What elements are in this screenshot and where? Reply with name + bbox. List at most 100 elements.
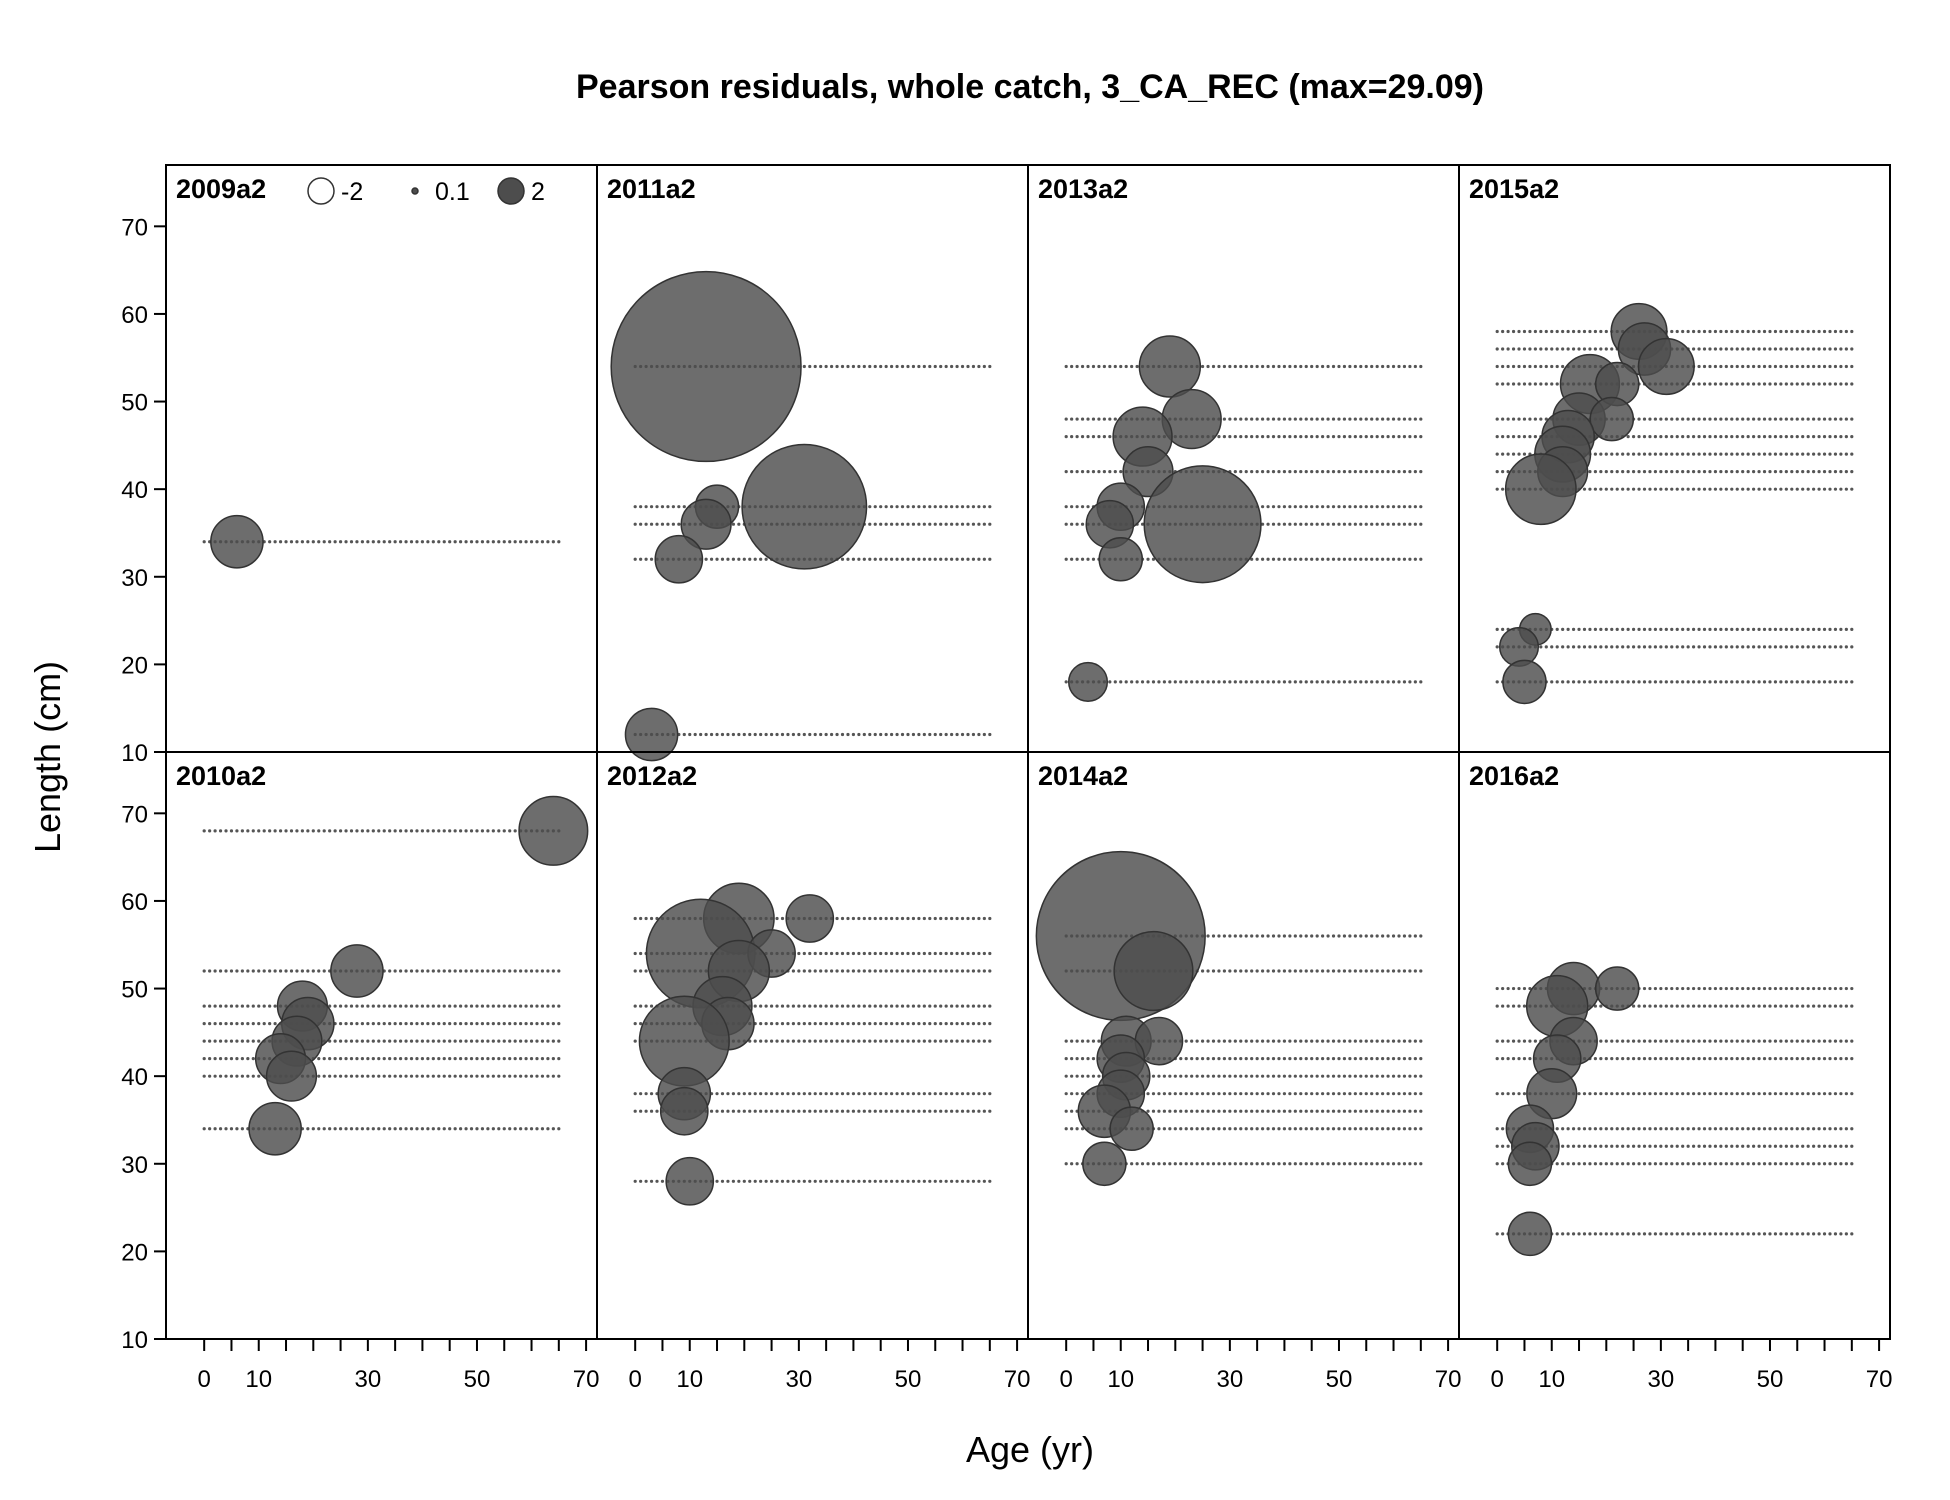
- residual-dot: [1413, 1074, 1417, 1078]
- residual-dot: [1730, 347, 1734, 351]
- residual-dot: [1571, 680, 1576, 684]
- residual-dot: [1839, 627, 1843, 631]
- residual-dot: [1184, 1109, 1188, 1113]
- residual-dot: [1713, 452, 1718, 456]
- residual-dot: [1730, 1004, 1734, 1008]
- residual-dot: [1610, 1162, 1614, 1166]
- residual-dot: [835, 1109, 839, 1113]
- residual-dot: [1817, 1039, 1821, 1043]
- residual-dot: [808, 732, 812, 737]
- residual-dot: [1681, 1127, 1685, 1131]
- residual-dot: [1511, 452, 1516, 456]
- residual-dot: [1370, 1057, 1374, 1061]
- residual-dot: [660, 1179, 665, 1183]
- residual-dot: [1642, 645, 1647, 649]
- residual-dot: [1391, 680, 1396, 684]
- residual-dot: [1501, 1127, 1505, 1131]
- residual-dot: [1217, 1162, 1221, 1166]
- residual-dot: [988, 1021, 992, 1026]
- residual-dot: [355, 540, 359, 544]
- residual-dot: [1337, 969, 1341, 973]
- residual-dot: [1588, 627, 1592, 631]
- residual-dot: [1752, 1004, 1756, 1008]
- residual-dot: [1140, 522, 1145, 526]
- residual-dot: [1708, 382, 1712, 386]
- residual-dot: [633, 1004, 637, 1008]
- residual-dot: [540, 1039, 545, 1043]
- residual-dot: [775, 1021, 779, 1026]
- residual-dot: [977, 1179, 981, 1183]
- residual-dot: [649, 505, 654, 509]
- residual-dot: [1342, 1074, 1347, 1078]
- residual-dot: [1239, 1109, 1243, 1113]
- residual-dot: [933, 1092, 937, 1096]
- residual-dot: [1839, 470, 1843, 474]
- residual-dot: [960, 732, 965, 737]
- residual-dot: [1310, 1074, 1314, 1078]
- residual-dot: [1304, 1109, 1308, 1113]
- residual-dot: [1408, 522, 1412, 526]
- residual-dot: [939, 522, 943, 526]
- residual-dot: [1675, 1127, 1679, 1131]
- residual-dot: [808, 951, 812, 956]
- residual-dot: [1790, 434, 1794, 439]
- residual-dot: [1582, 680, 1587, 684]
- residual-dot: [1124, 364, 1128, 369]
- y-tick-label: 60: [121, 302, 148, 329]
- residual-dot: [1719, 1144, 1723, 1148]
- residual-dot: [1239, 417, 1243, 421]
- residual-dot: [1817, 1057, 1821, 1061]
- residual-dot: [1550, 680, 1554, 684]
- residual-dot: [1233, 1074, 1237, 1078]
- residual-dot: [846, 916, 850, 921]
- residual-dot: [1413, 934, 1417, 938]
- residual-dot: [1577, 1092, 1581, 1096]
- residual-dot: [955, 969, 959, 973]
- residual-dot: [459, 540, 463, 544]
- residual-dot: [884, 1004, 888, 1008]
- residual-dot: [1828, 627, 1832, 631]
- residual-dot: [764, 1179, 768, 1183]
- residual-dot: [928, 1004, 932, 1008]
- residual-dot: [1130, 680, 1134, 684]
- residual-dot: [1686, 434, 1690, 439]
- residual-dot: [1370, 505, 1374, 509]
- residual-dot: [868, 557, 872, 561]
- residual-dot: [1822, 645, 1827, 649]
- residual-dot: [715, 1109, 719, 1113]
- residual-dot: [442, 1021, 446, 1026]
- residual-dot: [709, 732, 714, 737]
- residual-dot: [1686, 645, 1690, 649]
- residual-dot: [338, 1004, 343, 1008]
- residual-dot: [1828, 1127, 1832, 1131]
- residual-dot: [1735, 680, 1739, 684]
- residual-dot: [480, 540, 485, 544]
- residual-dot: [862, 951, 866, 956]
- residual-dot: [1244, 434, 1248, 439]
- residual-dot: [1697, 1057, 1701, 1061]
- residual-dot: [1070, 434, 1074, 439]
- residual-dot: [1642, 1057, 1647, 1061]
- residual-dot: [709, 1109, 714, 1113]
- residual-dot: [1386, 522, 1390, 526]
- residual-dot: [557, 1074, 561, 1078]
- residual-bubble: [1098, 536, 1144, 582]
- residual-dot: [420, 540, 425, 544]
- residual-dot: [491, 1021, 495, 1026]
- residual-dot: [557, 1021, 561, 1026]
- residual-dot: [317, 1127, 321, 1131]
- residual-dot: [497, 1127, 501, 1131]
- residual-dot: [928, 969, 932, 973]
- residual-dot: [240, 1127, 244, 1131]
- residual-dot: [1353, 417, 1357, 421]
- residual-dot: [1648, 452, 1652, 456]
- residual-dot: [1762, 1092, 1767, 1096]
- residual-dot: [524, 1021, 528, 1026]
- residual-dot: [1844, 434, 1848, 439]
- residual-dot: [1621, 1039, 1625, 1043]
- residual-dot: [251, 1057, 255, 1061]
- residual-dot: [382, 1004, 386, 1008]
- residual-dot: [1757, 487, 1761, 491]
- residual-dot: [1255, 470, 1259, 474]
- residual-dot: [1719, 434, 1723, 439]
